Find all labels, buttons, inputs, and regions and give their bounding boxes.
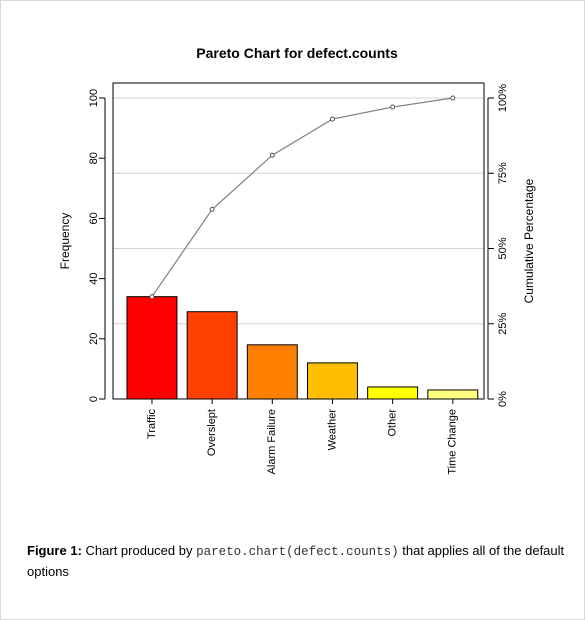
bar-overslept <box>186 311 238 400</box>
figure-label: Figure 1: <box>27 543 82 558</box>
cumulative-point <box>450 95 456 101</box>
cumulative-line <box>151 97 453 298</box>
y2-tick-label: 75% <box>497 162 509 184</box>
bar-traffic <box>126 296 178 400</box>
x-tick-label: Other <box>387 409 399 437</box>
chart-title: Pareto Chart for defect.counts <box>196 45 398 61</box>
x-tick-label: Overslept <box>206 409 218 456</box>
x-tick-label: Time Change <box>447 409 459 475</box>
y2-tick-label: 50% <box>497 237 509 259</box>
cumulative-point <box>329 116 335 122</box>
x-tick-label: Weather <box>326 409 338 451</box>
caption-text-after: that applies all of the default options <box>27 543 565 579</box>
bar-alarm-failure <box>246 344 298 400</box>
x-tick-label: Traffic <box>146 409 158 439</box>
bar-time-change <box>427 389 479 400</box>
y2-axis-label: Cumulative Percentage <box>522 178 536 303</box>
figure-caption: Figure 1: Chart produced by pareto.chart… <box>27 541 567 582</box>
cumulative-point <box>269 152 275 158</box>
caption-code: pareto.chart(defect.counts) <box>196 545 399 559</box>
bar-weather <box>307 362 358 400</box>
cumulative-point <box>149 294 155 300</box>
y-axis-label: Frequency <box>58 213 72 270</box>
cumulative-point <box>390 104 396 110</box>
y2-tick-label: 0% <box>497 391 509 407</box>
plot-box <box>112 82 485 400</box>
y-tick-label: 20 <box>88 333 100 345</box>
cumulative-point <box>209 206 215 212</box>
caption-text-before: Chart produced by <box>81 543 197 558</box>
pareto-chart: Pareto Chart for defect.counts 0 20 40 60 80 1… <box>58 45 536 475</box>
y-tick-label: 40 <box>88 272 100 284</box>
bar-other <box>367 386 419 400</box>
y-tick-label: 80 <box>88 152 100 164</box>
y-tick-label: 60 <box>88 212 100 224</box>
x-tick-label: Alarm Failure <box>266 409 278 474</box>
y-tick-label: 100 <box>88 89 100 107</box>
y2-tick-label: 25% <box>497 313 509 335</box>
y2-tick-label: 100% <box>497 84 509 112</box>
y-tick-label: 0 <box>88 396 100 402</box>
